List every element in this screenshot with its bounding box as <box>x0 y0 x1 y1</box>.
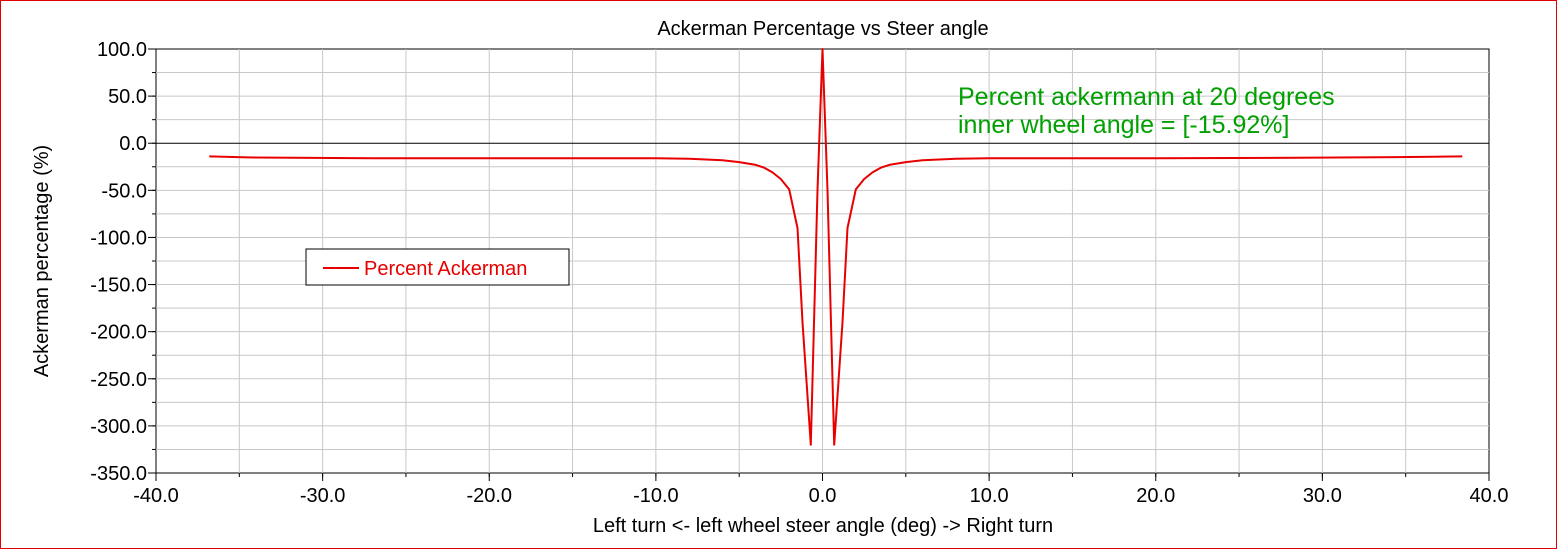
y-tick-label: -350.0 <box>90 463 147 485</box>
y-tick-label: -200.0 <box>90 322 147 344</box>
legend-label: Percent Ackerman <box>364 258 527 280</box>
x-tick-label: 10.0 <box>970 485 1009 507</box>
y-tick-label: -250.0 <box>90 369 147 391</box>
annotation-line-2: inner wheel angle = [-15.92%] <box>958 111 1289 139</box>
chart-title: Ackerman Percentage vs Steer angle <box>657 18 988 40</box>
x-tick-label: 20.0 <box>1136 485 1175 507</box>
x-tick-label: -20.0 <box>466 485 512 507</box>
y-tick-label: 50.0 <box>108 86 147 108</box>
x-tick-label: -30.0 <box>300 485 346 507</box>
y-tick-label: -300.0 <box>90 416 147 438</box>
x-tick-label: 0.0 <box>809 485 837 507</box>
x-tick-label: -40.0 <box>133 485 179 507</box>
y-axis-label: Ackerman percentage (%) <box>31 145 53 377</box>
x-axis-label: Left turn <- left wheel steer angle (deg… <box>593 515 1053 537</box>
series-line-percent-ackerman <box>209 48 1463 446</box>
legend: Percent Ackerman <box>305 248 570 286</box>
x-tick-label: -10.0 <box>633 485 679 507</box>
x-tick-label: 40.0 <box>1470 485 1509 507</box>
y-tick-label: -100.0 <box>90 227 147 249</box>
ticks: -40.0 -30.0 -20.0 -10.0 0.0 10.0 20.0 30.0 40.0 1… <box>90 39 1508 507</box>
x-tick-label: 30.0 <box>1303 485 1342 507</box>
y-tick-label: 100.0 <box>97 39 147 61</box>
annotation: Percent ackermann at 20 degrees inner wh… <box>958 83 1335 139</box>
grid <box>156 49 1489 473</box>
y-tick-label: 0.0 <box>119 133 147 155</box>
y-tick-label: -50.0 <box>101 180 147 202</box>
series-layer <box>209 48 1463 446</box>
annotation-line-1: Percent ackermann at 20 degrees <box>958 83 1335 111</box>
y-tick-label: -150.0 <box>90 275 147 297</box>
